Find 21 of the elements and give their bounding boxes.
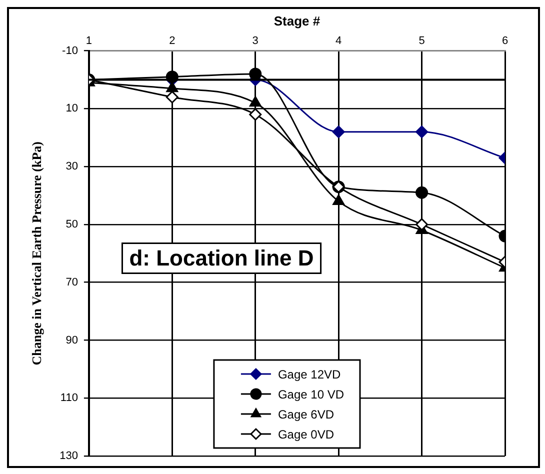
x-tick-label: 4 [336, 35, 342, 48]
x-axis-title: Stage # [274, 13, 321, 28]
x-tick-label: 3 [252, 35, 258, 48]
y-tick-label: 10 [66, 102, 78, 115]
x-tick-label: 6 [502, 35, 508, 48]
y-tick-label: 130 [60, 450, 78, 462]
legend-label: Gage 10 VD [278, 387, 344, 402]
x-tick-label: 1 [86, 35, 92, 48]
y-tick-label: 30 [66, 160, 78, 173]
y-tick-label: -10 [62, 44, 78, 57]
y-tick-label: 70 [66, 276, 78, 288]
legend-label: Gage 12VD [278, 367, 341, 382]
y-tick-label: 50 [66, 218, 78, 230]
legend-label: Gage 0VD [278, 427, 334, 442]
y-axis-title: Change in Vertical Earth Pressure (kPa) [29, 142, 44, 366]
legend-label: Gage 6VD [278, 407, 334, 422]
x-tick-label: 2 [169, 35, 176, 48]
x-tick-label: 5 [418, 35, 425, 48]
y-tick-label: 90 [66, 334, 78, 346]
y-tick-label: 110 [60, 392, 78, 404]
annotation: d: Location line D [129, 245, 314, 270]
